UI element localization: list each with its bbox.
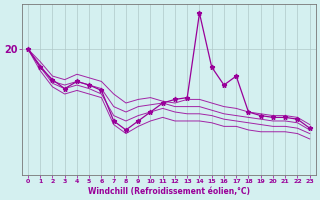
X-axis label: Windchill (Refroidissement éolien,°C): Windchill (Refroidissement éolien,°C)	[88, 187, 250, 196]
